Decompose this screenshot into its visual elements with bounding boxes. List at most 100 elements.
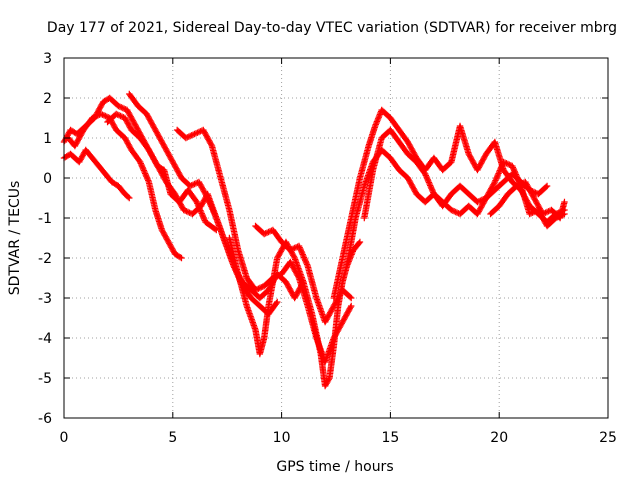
x-tick-label: 25 [599,430,617,446]
data-point [207,201,214,209]
data-point [539,210,546,218]
data-point [140,167,148,174]
data-point [136,158,144,166]
data-point [115,102,122,110]
data-point [348,302,355,310]
data-point [188,132,195,139]
data-point [198,210,205,217]
data-point [212,213,219,220]
data-point [178,254,185,262]
data-point [290,253,298,260]
data-point [300,252,307,260]
x-tick-label: 10 [273,430,291,446]
data-point [517,180,525,188]
data-point [422,172,430,179]
data-point [514,175,522,183]
data-point [142,171,149,179]
data-point [426,180,433,188]
data-point [189,131,197,138]
data-point [119,104,126,112]
data-point [211,210,218,217]
x-axis-label: GPS time / hours [276,459,393,475]
data-point [255,285,262,292]
x-tick-label: 15 [381,430,399,446]
chart-title: Day 177 of 2021, Sidereal Day-to-day VTE… [47,20,617,36]
data-point [509,164,517,171]
data-point [205,196,212,203]
y-axis-label: SDTVAR / TECUs [7,181,23,296]
data-point [140,165,147,173]
data-point [210,207,217,215]
data-point [184,208,192,216]
series-track-12 [487,178,568,222]
data-point [91,113,99,120]
data-point [542,209,549,216]
data-point [137,160,144,167]
data-point [347,304,354,311]
data-point [121,105,128,112]
data-point [506,161,513,168]
data-point [491,178,499,186]
data-point [452,208,459,216]
data-point [100,112,108,119]
data-point [543,182,551,190]
data-point [197,208,205,216]
data-point [298,249,306,257]
data-point [206,199,213,206]
data-point [512,171,520,178]
data-point [503,160,510,167]
data-point [527,210,535,217]
data-point [209,206,216,213]
data-point [118,104,125,111]
data-point [510,165,517,173]
data-point [498,163,505,170]
data-point [265,228,272,236]
data-point [475,198,483,205]
data-point [187,132,194,140]
data-point [103,113,110,120]
data-point [211,211,219,219]
data-point [211,225,219,233]
data-point [516,181,523,188]
data-point [115,112,123,119]
data-point [144,175,151,183]
data-point [429,187,436,195]
data-point [512,169,519,177]
data-point [301,255,308,263]
data-point [258,284,265,291]
data-point [200,215,208,223]
data-point [141,168,148,176]
data-point [204,194,211,202]
series-track-8 [252,222,355,326]
data-point [181,207,189,214]
data-point [514,182,522,189]
y-tick-label: -2 [38,251,52,267]
data-point [288,246,295,253]
data-point [356,238,364,246]
data-point [543,208,551,216]
data-point [513,182,520,190]
data-point [295,242,303,250]
y-tick-label: -4 [38,331,52,347]
data-point [303,259,310,267]
data-point [496,168,503,176]
data-point [425,179,433,186]
data-point [206,200,214,207]
data-point [287,246,294,254]
data-point [504,160,512,168]
y-tick-label: 2 [43,91,52,107]
data-point [116,103,124,110]
data-point [199,211,206,219]
data-point [141,170,149,177]
data-point [497,165,504,173]
data-point [542,183,550,191]
data-point [183,208,190,215]
data-point [126,194,133,202]
data-point [191,130,198,138]
data-point [423,175,431,182]
data-point [189,181,197,188]
data-points [60,90,568,390]
series-track-2 [65,110,185,262]
data-point [511,168,518,175]
data-point [273,300,280,307]
